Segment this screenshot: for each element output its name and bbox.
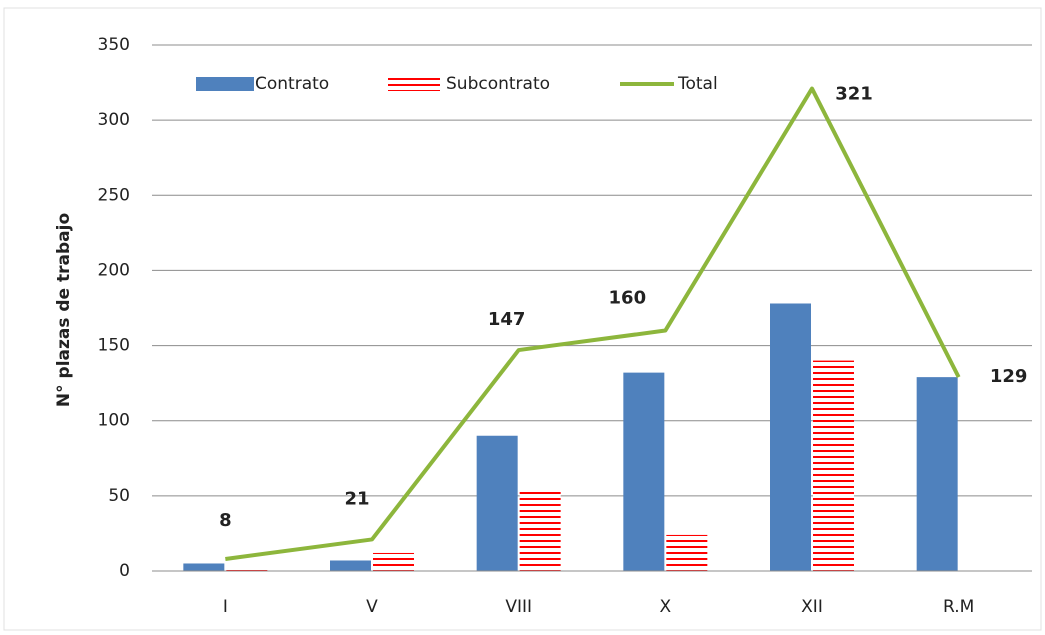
bar xyxy=(226,566,268,571)
x-tick-label: I xyxy=(223,597,228,617)
data-label: 147 xyxy=(488,309,526,330)
y-axis-title: N° plazas de trabajo xyxy=(54,213,74,407)
bar xyxy=(916,377,958,571)
x-tick-label: XII xyxy=(801,597,823,617)
legend-label: Subcontrato xyxy=(446,74,550,94)
bar xyxy=(623,372,665,571)
x-tick-label: R.M xyxy=(943,597,974,617)
total-line xyxy=(225,86,961,561)
bar xyxy=(519,491,561,571)
y-tick-label: 50 xyxy=(108,486,130,506)
bar xyxy=(666,534,708,571)
y-tick-label: 250 xyxy=(98,185,130,205)
legend-swatch xyxy=(388,78,440,91)
y-tick-label: 350 xyxy=(98,35,130,55)
legend-label: Contrato xyxy=(255,74,329,94)
y-tick-label: 0 xyxy=(119,561,130,581)
data-label: 8 xyxy=(219,510,232,531)
bar xyxy=(330,560,371,571)
bar xyxy=(476,435,518,571)
bar xyxy=(813,360,854,571)
y-tick-label: 200 xyxy=(98,260,130,280)
bar xyxy=(373,552,414,571)
legend-label: Total xyxy=(677,74,718,94)
bar xyxy=(770,303,811,571)
x-tick-label: V xyxy=(366,597,378,617)
legend-swatch xyxy=(196,77,254,91)
x-tick-label: X xyxy=(660,597,672,617)
data-label: 129 xyxy=(990,366,1028,387)
y-tick-label: 100 xyxy=(98,411,130,431)
data-label: 160 xyxy=(609,288,647,309)
data-label: 21 xyxy=(344,488,369,509)
y-tick-label: 300 xyxy=(98,110,130,130)
data-label: 321 xyxy=(835,84,873,105)
bar xyxy=(183,563,225,571)
y-tick-label: 150 xyxy=(98,336,130,356)
x-tick-label: VIII xyxy=(505,597,532,617)
